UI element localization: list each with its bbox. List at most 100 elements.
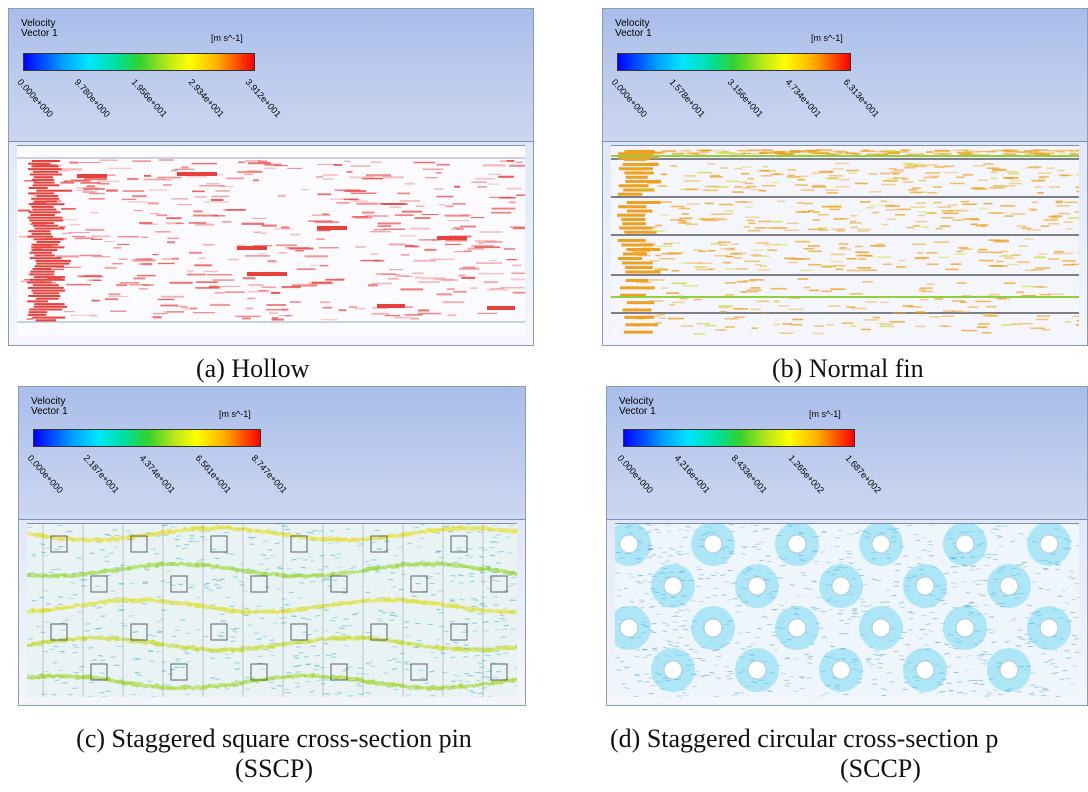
tick-label: 6.313e+001 <box>841 77 881 120</box>
velocity-vector <box>481 660 487 662</box>
velocity-vector <box>174 538 180 541</box>
velocity-vector <box>29 173 62 176</box>
velocity-vector <box>350 570 356 575</box>
velocity-vector <box>186 685 192 690</box>
velocity-vector <box>448 600 455 603</box>
velocity-vector <box>762 660 768 663</box>
velocity-vector <box>198 602 204 609</box>
velocity-vector <box>343 618 349 621</box>
velocity-vector <box>1010 574 1016 576</box>
velocity-vector <box>341 592 348 594</box>
velocity-vector <box>224 653 230 656</box>
velocity-vector <box>430 645 436 650</box>
velocity-vector <box>269 642 275 645</box>
velocity-vector <box>65 617 71 620</box>
square-pin <box>450 535 468 553</box>
velocity-vector <box>418 600 424 605</box>
velocity-vector <box>150 639 156 646</box>
velocity-vector <box>50 674 56 679</box>
velocity-vector <box>230 681 236 688</box>
velocity-vector <box>243 614 249 617</box>
square-pin <box>210 535 228 553</box>
velocity-vector <box>434 644 440 650</box>
velocity-vector <box>816 596 822 598</box>
velocity-vector <box>184 543 190 546</box>
velocity-vector <box>655 613 661 616</box>
tick-label: 8.433e+001 <box>729 453 769 496</box>
velocity-vector <box>222 683 228 688</box>
velocity-vector <box>146 596 152 603</box>
velocity-vector <box>786 524 792 526</box>
velocity-vector <box>766 689 772 692</box>
velocity-vector <box>141 602 147 605</box>
square-pin <box>410 663 428 681</box>
velocity-vector <box>1054 564 1060 566</box>
velocity-vector <box>106 676 112 683</box>
velocity-vector <box>615 571 621 574</box>
velocity-vector <box>494 527 500 532</box>
panel-hollow: Velocity Vector 1 [m s^-1] 0.000e+000 9.… <box>8 8 534 346</box>
velocity-vector <box>769 644 775 646</box>
velocity-vector <box>684 529 690 532</box>
velocity-vector <box>458 604 464 609</box>
velocity-vector <box>464 618 470 620</box>
velocity-vector <box>692 529 698 532</box>
velocity-vector <box>860 601 866 603</box>
velocity-vector <box>961 564 967 567</box>
circular-pin <box>831 660 851 680</box>
velocity-vector <box>514 610 517 615</box>
velocity-vector <box>972 580 978 583</box>
velocity-vector <box>338 635 344 642</box>
legend-area: Velocity Vector 1 [m s^-1] 0.000e+000 2.… <box>19 387 525 520</box>
velocity-vector <box>58 573 64 578</box>
velocity-vector <box>487 306 515 310</box>
circular-pin <box>955 534 975 554</box>
legend-vector: Vector 1 <box>21 28 58 39</box>
velocity-vector <box>358 677 364 683</box>
velocity-vector <box>975 544 981 547</box>
velocity-vector <box>946 682 952 684</box>
square-pin <box>170 663 188 681</box>
velocity-vector <box>691 685 697 688</box>
velocity-vector <box>510 583 516 585</box>
velocity-vector <box>424 682 430 685</box>
velocity-vector <box>202 635 209 638</box>
velocity-vector <box>170 642 176 648</box>
velocity-vector <box>66 605 72 610</box>
velocity-vector <box>216 586 222 589</box>
velocity-vector <box>149 649 155 652</box>
velocity-vector <box>29 273 55 276</box>
velocity-vector <box>27 313 47 316</box>
velocity-vector <box>345 528 351 531</box>
velocity-vector <box>661 622 667 625</box>
velocity-vector <box>986 553 992 556</box>
velocity-vector <box>716 655 722 657</box>
velocity-vector <box>438 561 444 567</box>
velocity-vector <box>950 556 956 559</box>
velocity-vector <box>624 667 630 669</box>
velocity-vector <box>43 650 49 653</box>
velocity-vector <box>51 693 57 696</box>
velocity-vector <box>993 558 999 561</box>
velocity-vector <box>66 535 72 541</box>
velocity-vector <box>177 583 184 586</box>
velocity-vector <box>796 595 802 597</box>
velocity-vector <box>621 243 654 247</box>
velocity-vector <box>661 593 667 596</box>
velocity-vector <box>70 573 76 579</box>
velocity-vector <box>654 672 660 674</box>
velocity-vector <box>306 605 312 611</box>
legend-title: Velocity Vector 1 <box>619 397 656 417</box>
velocity-vector <box>763 616 769 619</box>
velocity-vector <box>692 651 699 653</box>
velocity-vector <box>856 568 863 571</box>
velocity-vector <box>195 629 201 631</box>
velocity-vector <box>514 571 517 577</box>
velocity-vector <box>705 531 711 534</box>
velocity-vector <box>650 605 656 608</box>
velocity-vector <box>785 657 791 660</box>
square-pin <box>50 623 68 641</box>
velocity-vector <box>648 630 654 632</box>
velocity-vector <box>122 596 128 603</box>
velocity-vector <box>274 572 280 577</box>
